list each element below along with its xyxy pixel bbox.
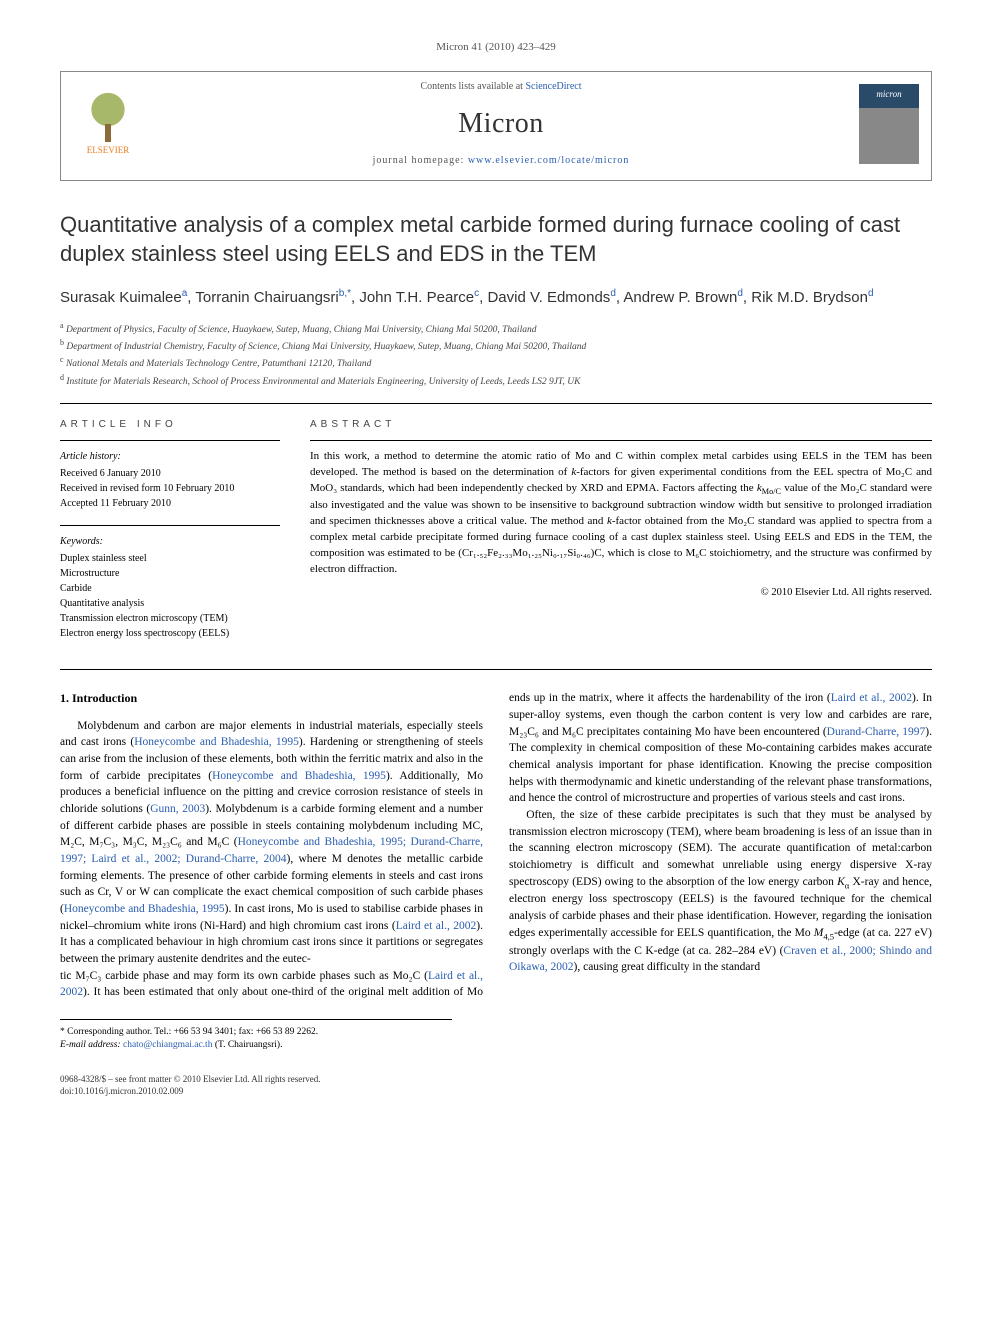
- body-para-1: Molybdenum and carbon are major elements…: [60, 718, 483, 968]
- article-info-heading: ARTICLE INFO: [60, 418, 280, 432]
- history-label: Article history:: [60, 449, 280, 464]
- doi-line: doi:10.1016/j.micron.2010.02.009: [60, 1085, 932, 1098]
- abstract-text: In this work, a method to determine the …: [310, 449, 932, 578]
- article-info-column: ARTICLE INFO Article history: Received 6…: [60, 418, 280, 655]
- issn-line: 0968-4328/$ – see front matter © 2010 El…: [60, 1073, 932, 1086]
- abstract-heading: ABSTRACT: [310, 418, 932, 432]
- publisher-logo: ELSEVIER: [73, 92, 143, 157]
- keywords-label: Keywords:: [60, 534, 280, 549]
- sciencedirect-link[interactable]: ScienceDirect: [525, 81, 581, 92]
- journal-header-box: ELSEVIER Contents lists available at Sci…: [60, 71, 932, 181]
- homepage-prefix: journal homepage:: [373, 155, 468, 166]
- abstract-copyright: © 2010 Elsevier Ltd. All rights reserved…: [310, 586, 932, 601]
- article-title: Quantitative analysis of a complex metal…: [60, 211, 932, 268]
- journal-name: Micron: [143, 104, 859, 143]
- contents-line: Contents lists available at ScienceDirec…: [143, 80, 859, 94]
- body-text: 1. Introduction Molybdenum and carbon ar…: [60, 690, 932, 1001]
- elsevier-tree-icon: [83, 92, 133, 142]
- email-label: E-mail address:: [60, 1040, 121, 1050]
- homepage-line: journal homepage: www.elsevier.com/locat…: [143, 154, 859, 168]
- running-header: Micron 41 (2010) 423–429: [60, 40, 932, 55]
- corresponding-author: * Corresponding author. Tel.: +66 53 94 …: [60, 1026, 452, 1039]
- authors-line: Surasak Kuimaleea, Torranin Chairuangsri…: [60, 287, 932, 308]
- bottom-matter: 0968-4328/$ – see front matter © 2010 El…: [60, 1073, 932, 1098]
- section-1-heading: 1. Introduction: [60, 690, 483, 707]
- homepage-link[interactable]: www.elsevier.com/locate/micron: [468, 155, 630, 166]
- history-lines: Received 6 January 2010Received in revis…: [60, 466, 280, 511]
- affiliations: a Department of Physics, Faculty of Scie…: [60, 320, 932, 390]
- email-link[interactable]: chato@chiangmai.ac.th: [123, 1040, 212, 1050]
- body-para-2: Often, the size of these carbide precipi…: [509, 807, 932, 976]
- journal-cover-thumbnail: [859, 84, 919, 164]
- divider-bottom: [60, 669, 932, 670]
- contents-prefix: Contents lists available at: [420, 81, 525, 92]
- publisher-label: ELSEVIER: [73, 144, 143, 157]
- footnotes: * Corresponding author. Tel.: +66 53 94 …: [60, 1019, 452, 1053]
- abstract-column: ABSTRACT In this work, a method to deter…: [310, 418, 932, 655]
- keywords-list: Duplex stainless steelMicrostructureCarb…: [60, 551, 280, 641]
- email-suffix: (T. Chairuangsri).: [215, 1040, 283, 1050]
- divider-top: [60, 403, 932, 404]
